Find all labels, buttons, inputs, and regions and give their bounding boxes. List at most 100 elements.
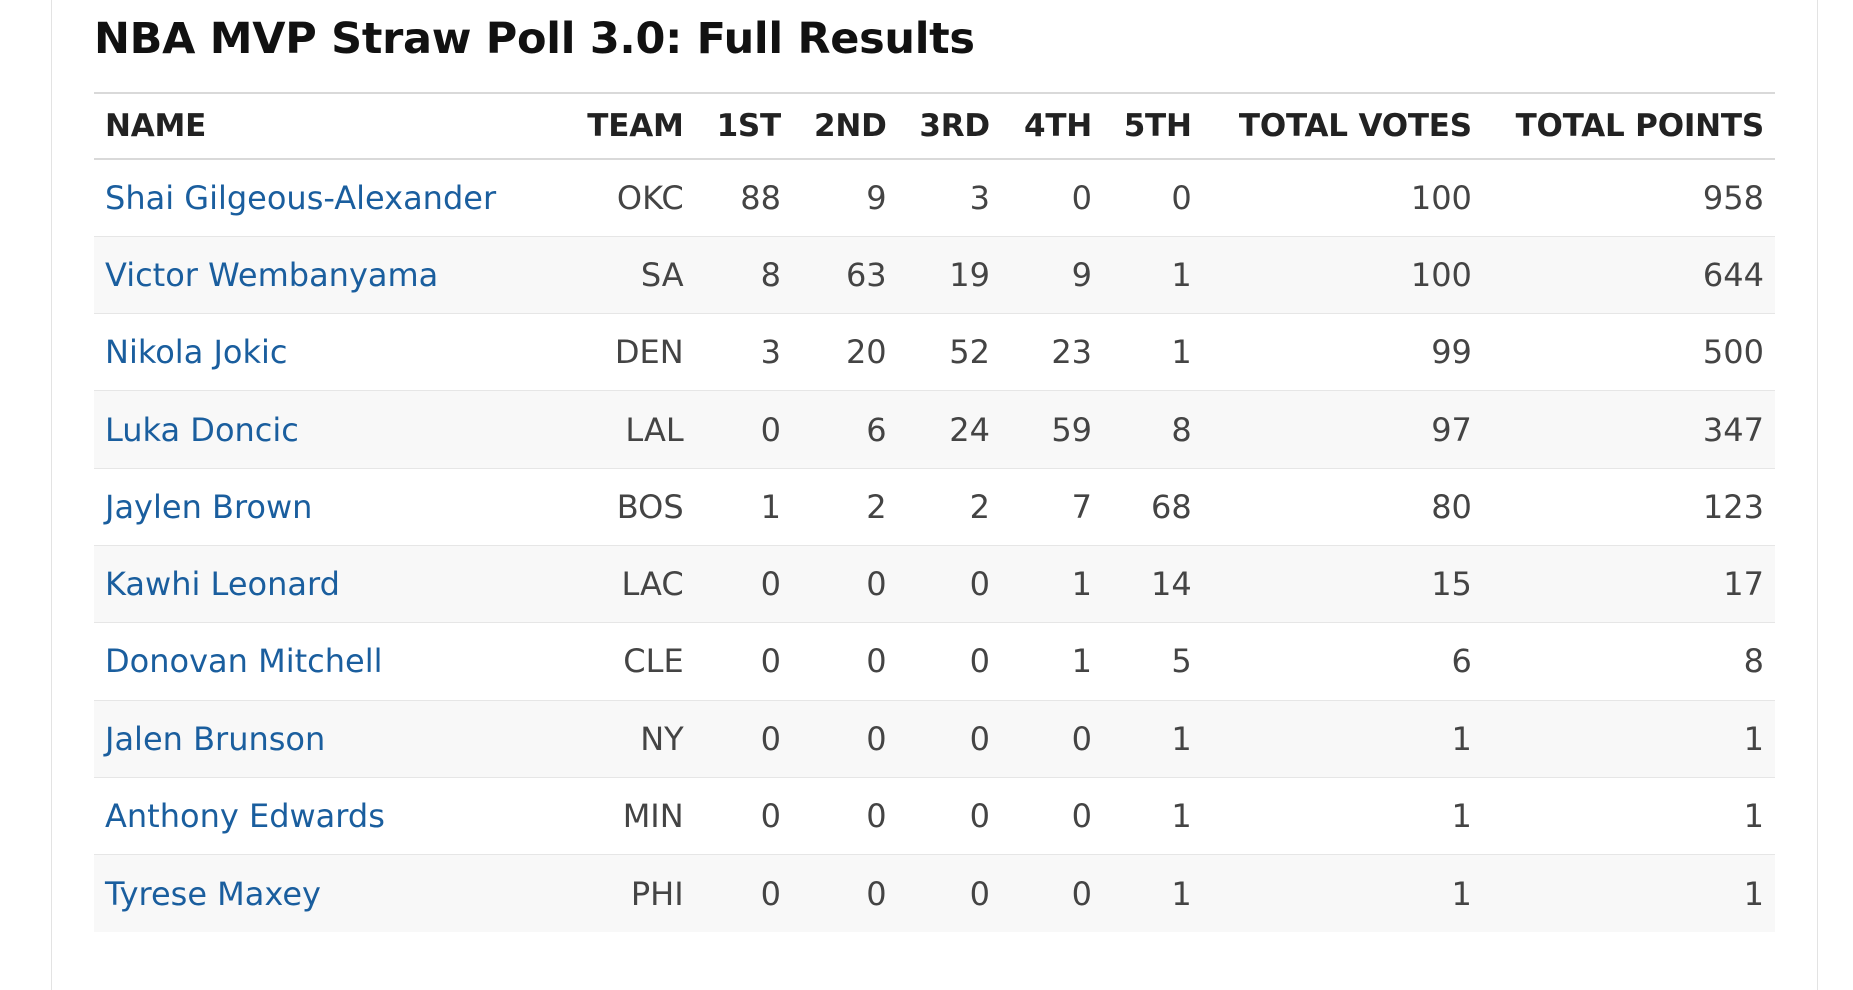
total-votes-cell: 100 [1410, 178, 1472, 217]
player-name-link[interactable]: Jaylen Brown [105, 487, 313, 526]
fifth-place-cell: 68 [1151, 487, 1192, 526]
total-votes-cell: 80 [1431, 487, 1472, 526]
table-row: Kawhi Leonard LAC 0 0 0 1 14 15 17 [94, 545, 1775, 623]
team-cell: LAL [625, 410, 684, 449]
fourth-place-cell: 1 [1071, 565, 1093, 604]
third-place-cell: 0 [969, 565, 990, 604]
first-place-cell: 3 [760, 333, 782, 372]
page-title: NBA MVP Straw Poll 3.0: Full Results [94, 14, 975, 64]
second-place-cell: 20 [845, 333, 887, 372]
fourth-place-cell: 0 [1071, 178, 1093, 217]
first-place-cell: 0 [760, 797, 782, 836]
first-place-cell: 88 [740, 178, 782, 217]
second-place-cell: 0 [866, 642, 887, 681]
table-row: Jalen Brunson NY 0 0 0 0 1 1 1 [94, 700, 1775, 778]
fifth-place-cell: 8 [1171, 410, 1192, 449]
first-place-cell: 8 [760, 255, 782, 294]
total-points-cell: 17 [1723, 565, 1764, 604]
second-place-cell: 0 [866, 565, 887, 604]
header-1st[interactable]: 1ST [716, 108, 782, 144]
fourth-place-cell: 23 [1051, 333, 1093, 372]
team-cell: LAC [621, 565, 684, 604]
third-place-cell: 0 [969, 874, 990, 913]
total-votes-cell: 1 [1451, 797, 1472, 836]
header-5th[interactable]: 5TH [1123, 108, 1192, 144]
results-table: NAME TEAM 1ST 2ND 3RD 4TH 5TH TOTAL VOTE… [94, 92, 1775, 932]
total-points-cell: 1 [1743, 797, 1764, 836]
player-name-link[interactable]: Victor Wembanyama [105, 255, 439, 294]
table-row: Victor Wembanyama SA 8 63 19 9 1 100 644 [94, 236, 1775, 314]
table-row: Nikola Jokic DEN 3 20 52 23 1 99 500 [94, 314, 1775, 391]
first-place-cell: 0 [760, 642, 782, 681]
header-name[interactable]: NAME [105, 108, 207, 144]
header-row: NAME TEAM 1ST 2ND 3RD 4TH 5TH TOTAL VOTE… [94, 93, 1775, 159]
fourth-place-cell: 0 [1071, 719, 1093, 758]
table-row: Tyrese Maxey PHI 0 0 0 0 1 1 1 [94, 854, 1775, 932]
first-place-cell: 1 [760, 487, 782, 526]
player-name-link[interactable]: Jalen Brunson [105, 719, 326, 758]
fourth-place-cell: 59 [1051, 410, 1093, 449]
total-points-cell: 1 [1743, 719, 1764, 758]
team-cell: SA [640, 255, 684, 294]
team-cell: OKC [616, 178, 684, 217]
third-place-cell: 52 [949, 333, 990, 372]
table-body: Shai Gilgeous-Alexander OKC 88 9 3 0 0 1… [94, 159, 1775, 932]
fourth-place-cell: 9 [1071, 255, 1093, 294]
header-2nd[interactable]: 2ND [814, 108, 887, 144]
team-cell: NY [640, 719, 684, 758]
fifth-place-cell: 1 [1171, 255, 1192, 294]
second-place-cell: 0 [866, 797, 887, 836]
first-place-cell: 0 [760, 719, 782, 758]
team-cell: CLE [623, 642, 684, 681]
fifth-place-cell: 1 [1171, 797, 1192, 836]
total-points-cell: 958 [1702, 178, 1764, 217]
third-place-cell: 24 [949, 410, 990, 449]
total-points-cell: 1 [1743, 874, 1764, 913]
table-row: Jaylen Brown BOS 1 2 2 7 68 80 123 [94, 468, 1775, 546]
player-name-link[interactable]: Nikola Jokic [105, 333, 288, 372]
total-votes-cell: 1 [1451, 874, 1472, 913]
first-place-cell: 0 [760, 565, 782, 604]
third-place-cell: 19 [949, 255, 990, 294]
third-place-cell: 2 [969, 487, 990, 526]
team-cell: DEN [614, 333, 684, 372]
team-cell: MIN [622, 797, 684, 836]
table-row: Luka Doncic LAL 0 6 24 59 8 97 347 [94, 390, 1775, 469]
fifth-place-cell: 14 [1151, 565, 1192, 604]
total-points-cell: 644 [1702, 255, 1764, 294]
total-points-cell: 123 [1702, 487, 1764, 526]
fifth-place-cell: 5 [1171, 642, 1192, 681]
total-votes-cell: 1 [1451, 719, 1472, 758]
total-votes-cell: 15 [1431, 565, 1472, 604]
third-place-cell: 0 [969, 642, 990, 681]
second-place-cell: 2 [866, 487, 887, 526]
team-cell: BOS [616, 487, 684, 526]
fifth-place-cell: 0 [1171, 178, 1192, 217]
second-place-cell: 6 [866, 410, 887, 449]
first-place-cell: 0 [760, 874, 782, 913]
fifth-place-cell: 1 [1171, 333, 1192, 372]
total-votes-cell: 99 [1431, 333, 1472, 372]
player-name-link[interactable]: Shai Gilgeous-Alexander [105, 178, 497, 217]
third-place-cell: 0 [969, 797, 990, 836]
content-card [51, 0, 1818, 990]
player-name-link[interactable]: Kawhi Leonard [105, 565, 340, 604]
player-name-link[interactable]: Anthony Edwards [105, 797, 385, 836]
fourth-place-cell: 1 [1071, 642, 1093, 681]
third-place-cell: 0 [969, 719, 990, 758]
total-votes-cell: 6 [1451, 642, 1472, 681]
header-3rd[interactable]: 3RD [919, 108, 990, 144]
header-team[interactable]: TEAM [587, 108, 684, 144]
header-total-votes[interactable]: TOTAL VOTES [1238, 108, 1472, 144]
header-total-points[interactable]: TOTAL POINTS [1515, 108, 1765, 144]
player-name-link[interactable]: Tyrese Maxey [105, 874, 321, 913]
player-name-link[interactable]: Luka Doncic [105, 410, 299, 449]
total-votes-cell: 97 [1431, 410, 1472, 449]
fourth-place-cell: 0 [1071, 874, 1093, 913]
header-4th[interactable]: 4TH [1023, 108, 1093, 144]
player-name-link[interactable]: Donovan Mitchell [105, 642, 383, 681]
table-header: NAME TEAM 1ST 2ND 3RD 4TH 5TH TOTAL VOTE… [94, 93, 1775, 159]
total-points-cell: 347 [1702, 410, 1764, 449]
total-points-cell: 8 [1743, 642, 1764, 681]
table-row: Shai Gilgeous-Alexander OKC 88 9 3 0 0 1… [94, 159, 1775, 237]
